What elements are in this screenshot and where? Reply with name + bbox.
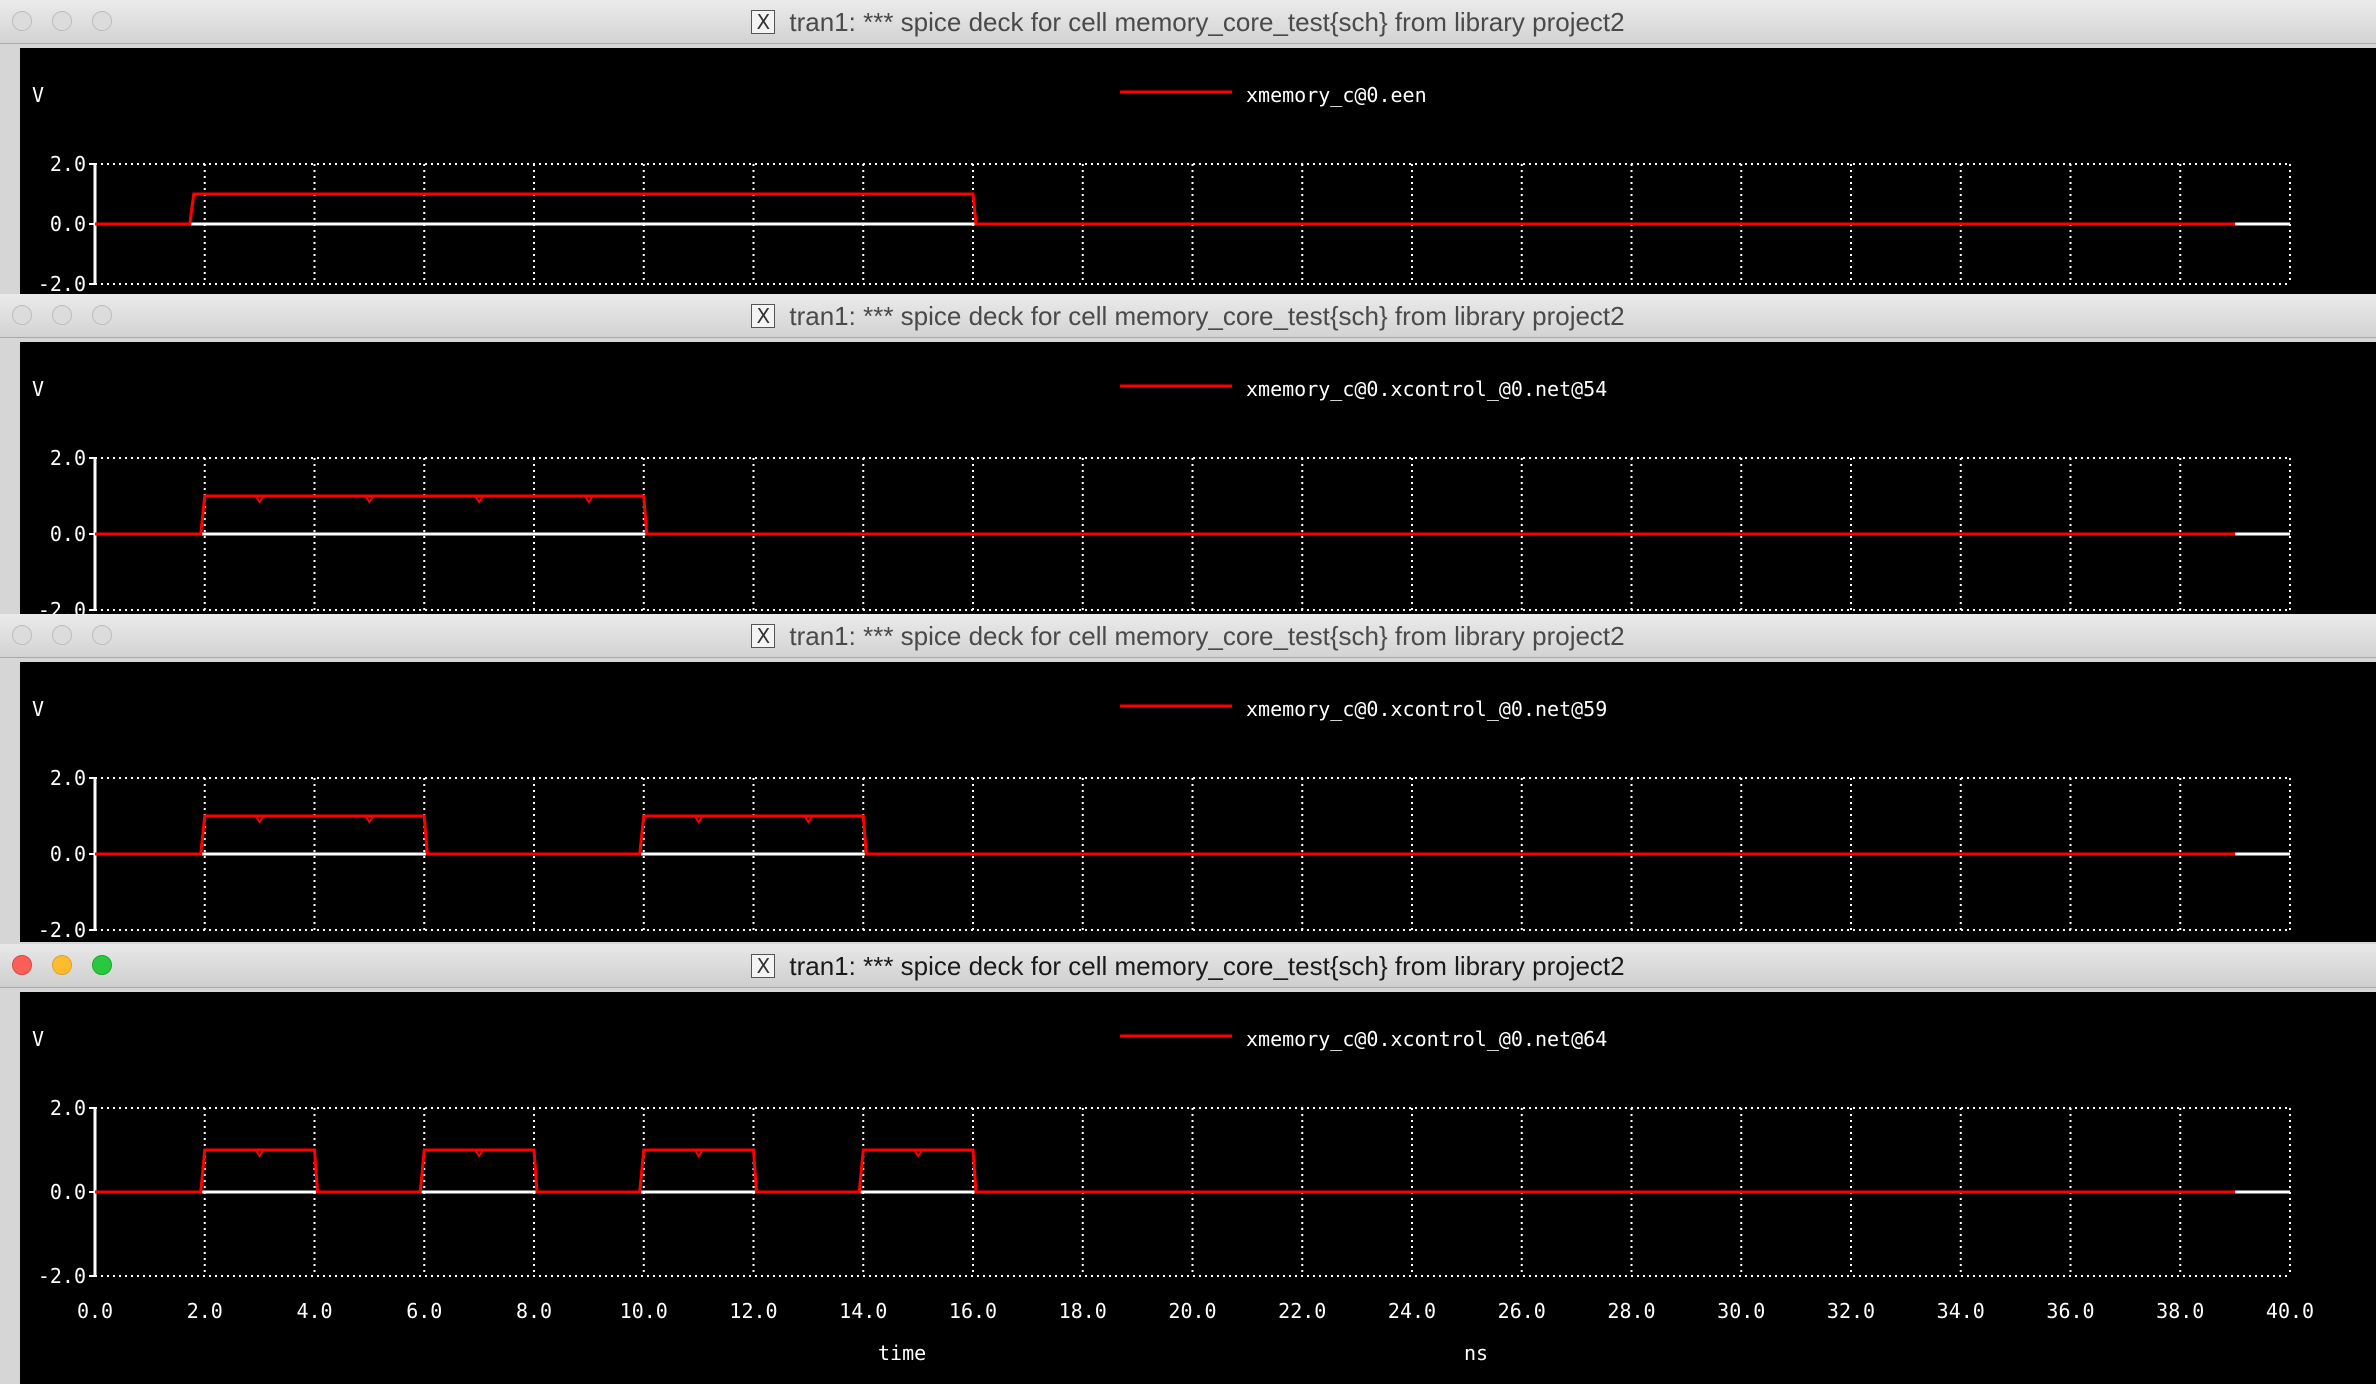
y-tick-label: -2.0 — [38, 598, 86, 614]
close-button[interactable] — [12, 955, 32, 975]
x-tick-label: 2.0 — [187, 1299, 223, 1323]
window-title-text: tran1: *** spice deck for cell memory_co… — [789, 620, 1625, 651]
signal-glitch — [803, 815, 814, 824]
signal-trace — [95, 814, 2236, 856]
title-bar[interactable]: X tran1: *** spice deck for cell memory_… — [0, 294, 2376, 338]
minimize-button[interactable] — [52, 625, 72, 645]
waveform-window-2[interactable]: X tran1: *** spice deck for cell memory_… — [0, 294, 2376, 614]
x11-app-icon: X — [751, 10, 776, 34]
signal-glitch — [474, 1149, 484, 1158]
y-tick-label: 0.0 — [50, 1180, 86, 1204]
signal-trace — [95, 192, 2236, 226]
x-tick-label: 20.0 — [1168, 1299, 1216, 1323]
waveform-window-4[interactable]: X tran1: *** spice deck for cell memory_… — [0, 944, 2376, 1384]
y-tick-label: 2.0 — [50, 766, 86, 790]
minimize-button[interactable] — [52, 955, 72, 975]
y-tick-label: 0.0 — [50, 842, 86, 866]
signal-glitch — [474, 495, 484, 504]
window-title: X tran1: *** spice deck for cell memory_… — [0, 944, 2376, 988]
y-tick-label: 2.0 — [50, 446, 86, 470]
window-title: X tran1: *** spice deck for cell memory_… — [0, 0, 2376, 44]
y-tick-label: 2.0 — [50, 1096, 86, 1120]
close-button[interactable] — [12, 625, 32, 645]
y-tick-label: -2.0 — [38, 272, 86, 296]
window-title: X tran1: *** spice deck for cell memory_… — [0, 294, 2376, 338]
title-bar[interactable]: X tran1: *** spice deck for cell memory_… — [0, 944, 2376, 988]
signal-glitch — [254, 495, 265, 504]
y-tick-label: -2.0 — [38, 918, 86, 942]
waveform-window-1[interactable]: X tran1: *** spice deck for cell memory_… — [0, 0, 2376, 296]
x-tick-label: 36.0 — [2046, 1299, 2094, 1323]
zoom-button[interactable] — [92, 625, 112, 645]
window-title-text: tran1: *** spice deck for cell memory_co… — [789, 300, 1625, 331]
signal-glitch — [254, 1149, 265, 1158]
y-unit-label: V — [32, 83, 44, 107]
signal-glitch — [584, 495, 594, 504]
x-tick-label: 6.0 — [406, 1299, 442, 1323]
signal-glitch — [693, 1149, 704, 1158]
x-tick-label: 4.0 — [296, 1299, 332, 1323]
x-tick-label: 28.0 — [1607, 1299, 1655, 1323]
y-unit-label: V — [32, 697, 44, 721]
x-unit-label: ns — [1464, 1341, 1488, 1365]
signal-glitch — [254, 815, 265, 824]
x11-app-icon: X — [751, 624, 776, 648]
zoom-button[interactable] — [92, 11, 112, 31]
signal-glitch — [364, 495, 375, 504]
zoom-button[interactable] — [92, 305, 112, 325]
minimize-button[interactable] — [52, 11, 72, 31]
zoom-button[interactable] — [92, 955, 112, 975]
y-unit-label: V — [32, 377, 44, 401]
x-axis-label: time — [878, 1341, 926, 1365]
signal-trace — [95, 494, 2236, 536]
x-tick-label: 0.0 — [77, 1299, 113, 1323]
signal-glitch — [693, 815, 704, 824]
title-bar[interactable]: X tran1: *** spice deck for cell memory_… — [0, 0, 2376, 44]
x-tick-label: 8.0 — [516, 1299, 552, 1323]
close-button[interactable] — [12, 305, 32, 325]
title-bar[interactable]: X tran1: *** spice deck for cell memory_… — [0, 614, 2376, 658]
x-tick-label: 34.0 — [1937, 1299, 1985, 1323]
y-tick-label: 0.0 — [50, 522, 86, 546]
x-tick-label: 24.0 — [1388, 1299, 1436, 1323]
x-tick-label: 40.0 — [2266, 1299, 2314, 1323]
legend-label: xmemory_c@0.een — [1246, 83, 1427, 107]
x-tick-label: 30.0 — [1717, 1299, 1765, 1323]
window-title: X tran1: *** spice deck for cell memory_… — [0, 614, 2376, 658]
y-unit-label: V — [32, 1027, 44, 1051]
legend-label: xmemory_c@0.xcontrol_@0.net@54 — [1246, 377, 1607, 401]
close-button[interactable] — [12, 11, 32, 31]
x-tick-label: 10.0 — [620, 1299, 668, 1323]
x-tick-label: 12.0 — [729, 1299, 777, 1323]
x11-app-icon: X — [751, 304, 776, 328]
y-tick-label: -2.0 — [38, 1264, 86, 1288]
window-title-text: tran1: *** spice deck for cell memory_co… — [789, 950, 1625, 981]
window-title-text: tran1: *** spice deck for cell memory_co… — [789, 6, 1625, 37]
waveform-window-3[interactable]: X tran1: *** spice deck for cell memory_… — [0, 614, 2376, 942]
x-tick-label: 32.0 — [1827, 1299, 1875, 1323]
x-tick-label: 38.0 — [2156, 1299, 2204, 1323]
x11-app-icon: X — [751, 954, 776, 978]
minimize-button[interactable] — [52, 305, 72, 325]
legend-label: xmemory_c@0.xcontrol_@0.net@59 — [1246, 697, 1607, 721]
x-tick-label: 26.0 — [1498, 1299, 1546, 1323]
x-tick-label: 18.0 — [1059, 1299, 1107, 1323]
y-tick-label: 2.0 — [50, 152, 86, 176]
x-tick-label: 16.0 — [949, 1299, 997, 1323]
signal-trace — [95, 1148, 2236, 1194]
x-tick-label: 22.0 — [1278, 1299, 1326, 1323]
y-tick-label: 0.0 — [50, 212, 86, 236]
x-tick-label: 14.0 — [839, 1299, 887, 1323]
legend-label: xmemory_c@0.xcontrol_@0.net@64 — [1246, 1027, 1607, 1051]
signal-glitch — [364, 815, 375, 824]
signal-glitch — [913, 1149, 923, 1158]
